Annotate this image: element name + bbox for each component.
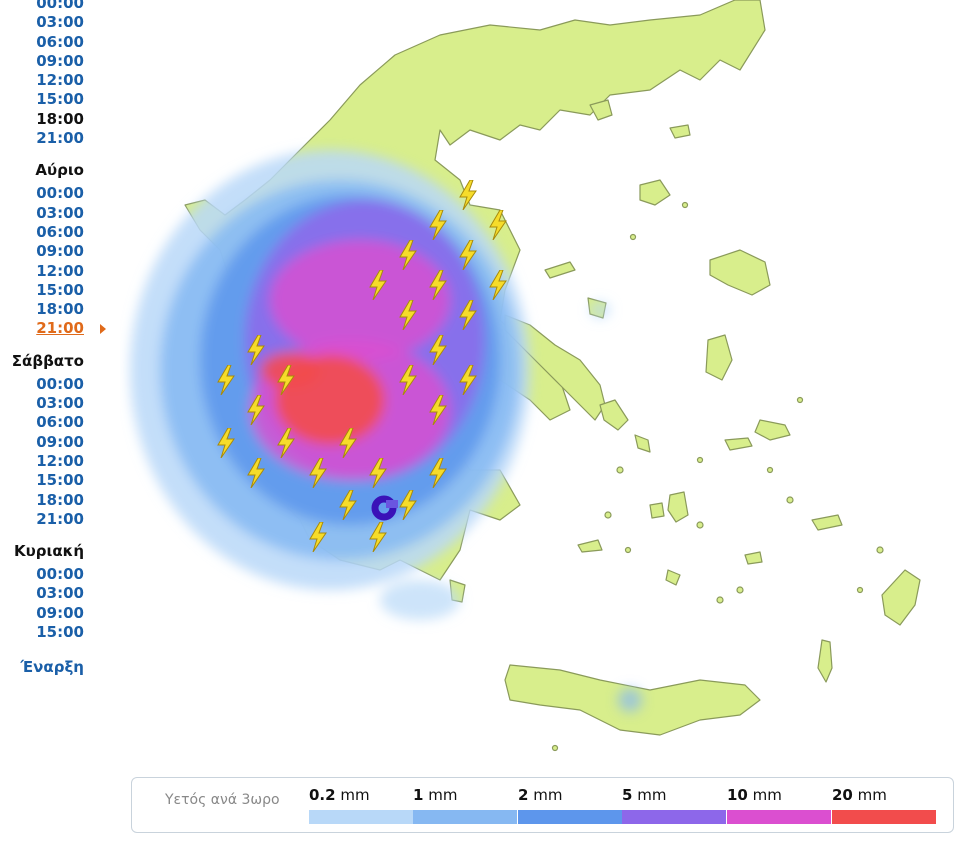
time-link[interactable]: 09:00 (36, 51, 84, 70)
legend-value: 20 (832, 786, 853, 804)
day-heading: Αύριο (35, 161, 84, 180)
legend-unit: mm (428, 786, 458, 804)
time-link[interactable]: 06:00 (36, 222, 84, 241)
legend-label: 5 mm (622, 786, 726, 806)
legend-item: 10 mm (727, 786, 831, 824)
legend-unit: mm (340, 786, 370, 804)
island-karpathos (817, 639, 833, 683)
time-link[interactable]: 18:00 (36, 490, 84, 509)
legend-title: Υετός ανά 3ωρο (165, 792, 280, 808)
legend-color-swatch (518, 810, 622, 824)
legend-unit: mm (637, 786, 667, 804)
time-link[interactable]: 15:00 (36, 280, 84, 299)
time-link[interactable]: 21:00 (36, 509, 84, 528)
island-naxos (667, 491, 689, 523)
legend-item: 1 mm (413, 786, 517, 824)
time-link[interactable]: 06:00 (36, 32, 84, 51)
time-link[interactable]: 06:00 (36, 413, 84, 432)
time-link[interactable]: 12:00 (36, 451, 84, 470)
time-link[interactable]: 15:00 (36, 90, 84, 109)
day-heading: Σάββατο (11, 351, 84, 370)
legend-label: 1 mm (413, 786, 517, 806)
legend-item: 2 mm (518, 786, 622, 824)
island-andros (599, 399, 629, 431)
legend-value: 0.2 (309, 786, 336, 804)
precipitation-layer (130, 150, 642, 712)
legend-item: 0.2 mm (309, 786, 413, 824)
legend-color-swatch (832, 810, 936, 824)
time-link[interactable]: 18:00 (36, 300, 84, 319)
legend-color-swatch (309, 810, 413, 824)
time-link[interactable]: 03:00 (36, 394, 84, 413)
legend-color-swatch (413, 810, 517, 824)
island-paros (649, 502, 665, 519)
time-link[interactable]: 09:00 (36, 603, 84, 622)
cyclone-icon (371, 495, 398, 521)
time-link[interactable]: 21:00 (36, 129, 84, 148)
time-link[interactable]: 03:00 (36, 584, 84, 603)
time-link[interactable]: 15:00 (36, 471, 84, 490)
legend-value: 1 (413, 786, 424, 804)
time-link[interactable]: 09:00 (36, 242, 84, 261)
time-link[interactable]: 00:00 (36, 0, 84, 12)
island-chios (705, 334, 733, 381)
precipitation-legend: Υετός ανά 3ωρο 0.2 mm 1 mm 2 mm 5 mm 10 mm 20… (131, 777, 954, 833)
legend-item: 20 mm (832, 786, 936, 824)
island-astypalaia (744, 551, 763, 565)
island-thasos (589, 99, 613, 121)
island-kos (811, 514, 843, 531)
legend-value: 2 (518, 786, 529, 804)
legend-unit: mm (857, 786, 887, 804)
time-link[interactable]: 00:00 (36, 565, 84, 584)
time-selector: 00:00 03:00 06:00 09:00 12:00 15:00 18:00 21:00… (0, 0, 130, 676)
time-link[interactable]: 18:00 (36, 109, 84, 128)
legend-color-swatch (727, 810, 831, 824)
legend-label: 2 mm (518, 786, 622, 806)
time-link[interactable]: 00:00 (36, 374, 84, 393)
weather-map (130, 0, 921, 752)
island-santorini (665, 569, 681, 586)
start-link[interactable]: Έναρξη (20, 658, 85, 677)
legend-value: 5 (622, 786, 633, 804)
time-link-selected[interactable]: 21:00 (0, 319, 106, 338)
island-milos (577, 539, 603, 553)
time-link[interactable]: 00:00 (36, 184, 84, 203)
island-alonissos (544, 261, 576, 279)
legend-color-swatch (622, 810, 726, 824)
time-link[interactable]: 12:00 (36, 261, 84, 280)
island-tinos (634, 434, 651, 453)
legend-unit: mm (752, 786, 782, 804)
legend-label: 0.2 mm (309, 786, 413, 806)
legend-value: 10 (727, 786, 748, 804)
island-ikaria (724, 437, 753, 451)
legend-label: 10 mm (727, 786, 831, 806)
island-rhodes (881, 569, 921, 626)
island-samos (754, 419, 791, 441)
island-lemnos (639, 179, 671, 206)
island-lesvos (709, 249, 771, 296)
time-link[interactable]: 09:00 (36, 432, 84, 451)
island-samothraki (669, 124, 691, 139)
time-link[interactable]: 03:00 (36, 13, 84, 32)
time-link[interactable]: 12:00 (36, 71, 84, 90)
legend-label: 20 mm (832, 786, 936, 806)
time-link[interactable]: 03:00 (36, 203, 84, 222)
time-link[interactable]: 15:00 (36, 623, 84, 642)
day-heading: Κυριακή (14, 542, 84, 561)
legend-item: 5 mm (622, 786, 726, 824)
legend-unit: mm (533, 786, 563, 804)
